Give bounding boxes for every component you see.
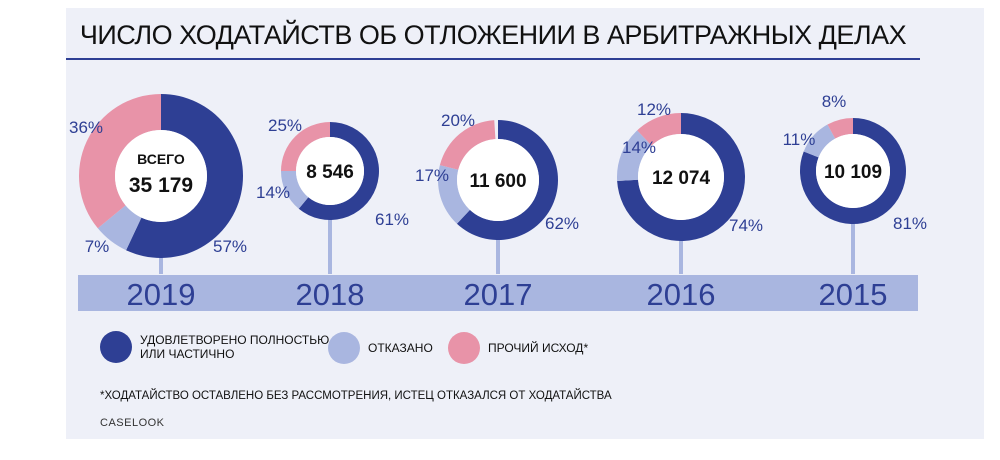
donut-center-2019 (115, 130, 207, 222)
donut-segment-refused-2017 (438, 165, 470, 224)
donut-segment-refused-2015 (803, 124, 836, 158)
donut-segment-satisfied-2017 (456, 120, 558, 240)
legend-label-satisfied-line1: УДОВЛЕТВОРЕНО ПОЛНОСТЬЮ (140, 333, 330, 347)
percent-label-refused-2016: 14% (622, 138, 656, 157)
total-value-2017: 11 600 (469, 171, 526, 192)
timeline-stem (679, 239, 683, 274)
percent-label-other-2016: 12% (637, 100, 671, 119)
legend-item-satisfied: УДОВЛЕТВОРЕНО ПОЛНОСТЬЮ ИЛИ ЧАСТИЧНО (100, 331, 329, 363)
donut-segment-other-2019 (78, 94, 161, 229)
percent-label-satisfied-2017: 62% (545, 214, 579, 233)
donut-center-2018 (296, 137, 364, 205)
donut-segment-satisfied-2019 (126, 94, 244, 258)
timeline-bar (78, 275, 918, 311)
total-caption: ВСЕГО (137, 151, 185, 167)
percent-label-satisfied-2018: 61% (375, 210, 409, 229)
donut-segment-refused-2016 (617, 130, 652, 182)
legend-swatch-satisfied (100, 331, 132, 363)
donut-segment-other-2018 (281, 122, 330, 171)
footnote: *ХОДАТАЙСТВО ОСТАВЛЕНО БЕЗ РАССМОТРЕНИЯ,… (100, 390, 612, 402)
percent-label-refused-2015: 11% (783, 130, 816, 149)
donut-segment-other-2017 (439, 120, 496, 170)
percent-label-other-2018: 25% (268, 116, 302, 135)
legend-swatch-refused (328, 332, 360, 364)
total-value-2019: 35 179 (129, 174, 193, 197)
source-label: CASELOOK (100, 417, 165, 429)
timeline-stem (851, 222, 855, 274)
donut-center-2017 (457, 139, 539, 221)
donut-segment-other-2016 (637, 113, 681, 146)
percent-label-satisfied-2015: 81% (893, 214, 927, 233)
legend-label-refused: ОТКАЗАНО (368, 341, 433, 355)
chart-title: ЧИСЛО ХОДАТАЙСТВ ОБ ОТЛОЖЕНИИ В АРБИТРАЖ… (79, 20, 907, 50)
timeline-stem (328, 218, 332, 274)
legend-label-other: ПРОЧИЙ ИСХОД* (488, 341, 589, 355)
title-underline (66, 58, 920, 60)
legend-label-satisfied-line2: ИЛИ ЧАСТИЧНО (140, 347, 235, 361)
total-value-2016: 12 074 (652, 168, 711, 189)
total-value-2015: 10 109 (824, 162, 882, 183)
timeline-stem (496, 238, 500, 274)
percent-label-satisfied-2019: 57% (213, 237, 247, 256)
legend-item-other: ПРОЧИЙ ИСХОД* (448, 332, 588, 364)
year-label-2019: 2019 (127, 277, 196, 312)
donut-segment-refused-2019 (97, 205, 142, 251)
percent-label-other-2019: 36% (69, 118, 103, 137)
legend-swatch-other (448, 332, 480, 364)
timeline-stem (159, 256, 163, 274)
donut-segment-satisfied-2016 (617, 113, 745, 242)
year-label-2015: 2015 (819, 277, 888, 312)
percent-label-refused-2019: 7% (85, 237, 110, 256)
donut-segment-other-2015 (827, 118, 853, 139)
legend-item-refused: ОТКАЗАНО (328, 332, 433, 364)
donut-center-2016 (638, 134, 724, 220)
year-label-2017: 2017 (464, 277, 533, 312)
percent-label-other-2015: 8% (822, 92, 847, 111)
donut-segment-satisfied-2015 (800, 118, 907, 224)
donut-segment-refused-2018 (281, 171, 309, 209)
percent-label-refused-2017: 17% (415, 166, 449, 185)
donut-center-2015 (816, 134, 890, 208)
percent-label-refused-2018: 14% (256, 183, 290, 202)
total-value-2018: 8 546 (306, 162, 354, 183)
year-label-2016: 2016 (647, 277, 716, 312)
donut-segment-satisfied-2018 (298, 122, 380, 221)
percent-label-satisfied-2016: 74% (729, 216, 763, 235)
percent-label-other-2017: 20% (441, 111, 475, 130)
year-label-2018: 2018 (296, 277, 365, 312)
